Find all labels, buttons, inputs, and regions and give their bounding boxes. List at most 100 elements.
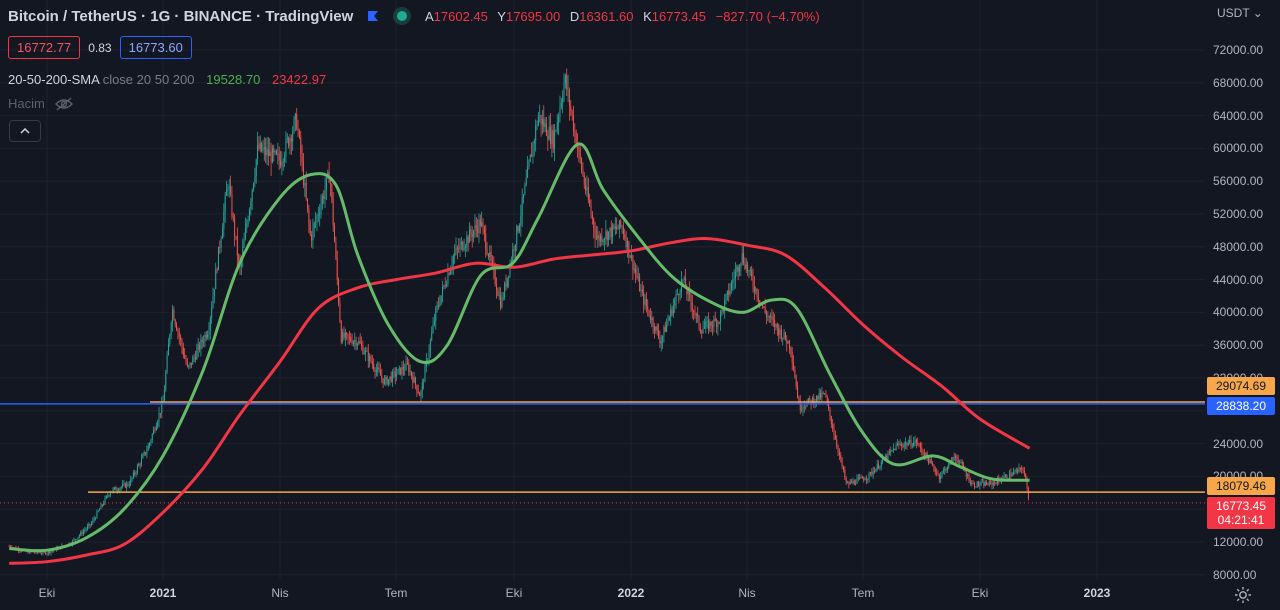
candle-body — [535, 125, 537, 142]
candle-body — [277, 153, 279, 155]
candle-body — [157, 421, 159, 427]
candle-body — [636, 273, 638, 278]
currency-selector[interactable]: USDT ⌄ — [1217, 6, 1263, 20]
candle-body — [562, 97, 564, 103]
candle-body — [631, 255, 633, 258]
candle-body — [221, 228, 223, 239]
market-status-icon[interactable] — [397, 11, 408, 21]
price-chart[interactable] — [0, 0, 1205, 580]
candle-body — [231, 193, 233, 217]
sma-legend[interactable]: 20-50-200-SMA close 20 50 200 19528.70 2… — [8, 72, 326, 87]
candle-body — [739, 267, 741, 272]
candle-body — [703, 326, 705, 329]
collapse-legend-button[interactable] — [9, 120, 41, 142]
candle-body — [625, 238, 627, 248]
candle-body — [95, 518, 97, 520]
candle-body — [902, 445, 904, 447]
candle-body — [753, 285, 755, 292]
volume-legend[interactable]: Hacim — [8, 96, 73, 111]
candle-body — [458, 248, 460, 250]
candle-body — [450, 268, 452, 275]
candle-body — [929, 459, 931, 464]
sell-button[interactable]: 16772.77 — [8, 36, 81, 59]
candle-body — [339, 302, 341, 322]
candle-body — [928, 458, 930, 464]
time-tick-label: Tem — [851, 586, 875, 600]
candle-body — [648, 309, 650, 316]
candle-body — [807, 398, 809, 403]
candle-body — [732, 280, 734, 283]
candle-body — [346, 332, 348, 334]
candle-body — [587, 187, 589, 200]
candle-body — [976, 481, 978, 488]
candle-body — [788, 341, 790, 348]
candle-body — [455, 247, 457, 253]
candle-body — [779, 329, 781, 336]
candle-body — [127, 483, 129, 486]
currency-label: USDT — [1217, 6, 1250, 20]
candle-body — [394, 371, 396, 377]
candle-body — [120, 486, 122, 489]
candle-body — [965, 471, 967, 477]
candle-body — [706, 320, 708, 322]
candle-body — [334, 225, 336, 242]
candle-body — [355, 340, 357, 346]
candle-body — [1018, 467, 1020, 472]
candle-body — [975, 486, 977, 488]
candle-body — [97, 510, 99, 512]
candle-body — [504, 283, 506, 298]
buy-button[interactable]: 16773.60 — [119, 36, 192, 59]
symbol-title[interactable]: Bitcoin / TetherUS · 1G · BINANCE · Trad… — [8, 8, 354, 25]
candle-body — [173, 309, 175, 320]
candle-body — [751, 269, 753, 277]
candle-body — [336, 257, 338, 280]
candle-body — [934, 468, 936, 473]
candle-body — [483, 227, 485, 234]
price-tick-label: 52000.00 — [1213, 207, 1264, 221]
candle-body — [213, 288, 215, 296]
time-axis[interactable]: Eki 2021 Nis Tem Eki 2022 Nis Tem Eki 2023 — [0, 580, 1205, 610]
candle-body — [874, 471, 876, 473]
candle-body — [436, 304, 438, 308]
candle-body — [415, 377, 417, 385]
candle-body — [551, 130, 553, 144]
candle-body — [185, 358, 187, 364]
candle-body — [517, 226, 519, 232]
candle-body — [163, 389, 165, 402]
candle-body — [278, 153, 280, 161]
candle-body — [446, 283, 448, 287]
candle-body — [660, 341, 662, 344]
candle-body — [74, 539, 76, 541]
candle-body — [859, 477, 861, 479]
candle-body — [919, 443, 921, 448]
candle-body — [209, 317, 211, 331]
close-key: K — [643, 9, 652, 24]
candle-body — [149, 442, 151, 446]
candle-body — [319, 213, 321, 216]
candle-body — [525, 178, 527, 185]
candle-body — [818, 392, 820, 400]
flag-icon[interactable] — [367, 10, 379, 22]
candle-body — [99, 509, 101, 511]
candle-body — [809, 398, 811, 400]
price-tick-label: 8000.00 — [1213, 567, 1257, 582]
candle-body — [917, 443, 919, 444]
candle-body — [332, 199, 334, 226]
eye-off-icon[interactable] — [54, 96, 73, 111]
candle-body — [713, 319, 715, 327]
horizontal-lines[interactable] — [0, 401, 1205, 504]
candle-body — [315, 221, 317, 224]
candle-body — [687, 289, 689, 295]
candle-body — [76, 538, 78, 540]
candle-body — [1015, 469, 1017, 472]
gear-icon[interactable] — [1233, 585, 1253, 605]
candle-body — [92, 519, 94, 524]
candle-body — [135, 472, 137, 474]
candle-body — [707, 320, 709, 330]
candle-body — [614, 226, 616, 229]
candle-body — [641, 289, 643, 293]
candle-body — [797, 386, 799, 398]
candle-body — [716, 320, 718, 328]
candle-body — [845, 477, 847, 483]
chart-canvas[interactable] — [0, 0, 1205, 580]
